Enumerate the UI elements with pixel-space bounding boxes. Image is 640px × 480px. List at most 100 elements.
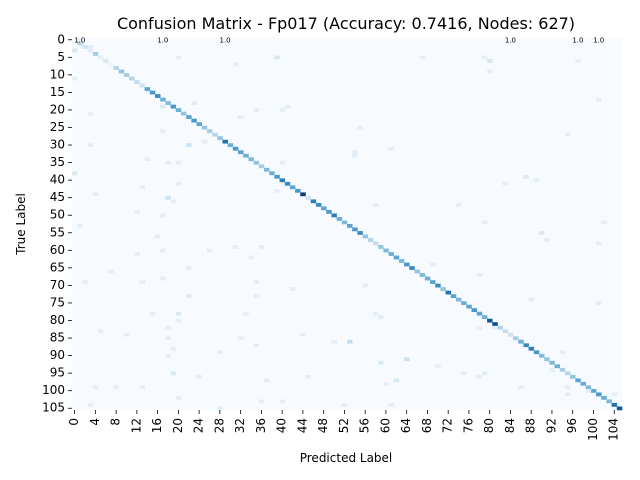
cell-41-20 <box>175 181 182 186</box>
cell-73-22 <box>186 294 192 298</box>
diagonal-cell-60 <box>383 248 389 253</box>
y-tick-label-0: 0 <box>57 32 65 46</box>
x-tick-label-88: 88 <box>524 418 538 433</box>
diagonal-cell-94 <box>559 367 566 372</box>
x-tick-label-56: 56 <box>358 418 372 433</box>
cell-data-labels: 1.0 1.0 1.0 1.0 1.0 1.0 <box>74 36 604 44</box>
cell-105-28 <box>217 406 223 411</box>
x-tick-label-80: 80 <box>482 418 496 433</box>
diagonal-cell-5 <box>97 55 104 60</box>
cell-88-19 <box>170 346 177 351</box>
x-tick-label-52: 52 <box>337 418 351 433</box>
cell-20-40 <box>279 108 286 112</box>
cell-85-32 <box>238 336 244 341</box>
y-tick-label-100: 100 <box>42 383 65 397</box>
diagonal-cell-6 <box>103 59 109 63</box>
cell-68-17 <box>160 276 166 281</box>
x-tick-label-40: 40 <box>275 418 289 433</box>
diagonal-cell-45 <box>305 195 311 200</box>
diagonal-cell-75 <box>461 301 467 306</box>
x-tick-label-92: 92 <box>544 418 558 433</box>
y-tick-label-25: 25 <box>50 120 65 134</box>
cell-26-17 <box>160 129 166 134</box>
cell-52-79 <box>481 220 488 225</box>
y-tick-label-10: 10 <box>50 67 65 81</box>
cell-73-35 <box>253 294 260 298</box>
diagonal-cell-92 <box>549 360 555 365</box>
diagonal-cell-59 <box>378 245 384 249</box>
cell-22-32 <box>238 115 244 120</box>
cell-30-3 <box>87 143 94 148</box>
cell-60-17 <box>160 248 166 253</box>
cell-50-17 <box>160 213 166 218</box>
diagonal-cell-89 <box>533 350 540 355</box>
diagonal-cell-27 <box>212 132 218 137</box>
cell-69-2 <box>82 280 88 284</box>
diagonal-cell-67 <box>419 273 426 277</box>
cell-103-40 <box>279 399 286 404</box>
x-tick-label-12: 12 <box>129 418 143 433</box>
cell-70-56 <box>362 283 369 288</box>
cell-91-64 <box>404 357 410 362</box>
cell-58-101 <box>596 241 602 246</box>
diagonal-cell-32 <box>238 150 244 155</box>
cell-99-95 <box>564 385 571 390</box>
heatmap-grid <box>72 38 623 411</box>
diagonal-cell-64 <box>404 262 410 267</box>
diagonal-cell-87 <box>523 343 529 348</box>
diagonal-cell-16 <box>155 94 161 98</box>
diagonal-cell-7 <box>108 62 114 67</box>
cell-40-89 <box>533 178 540 183</box>
chart-title: Confusion Matrix - Fp017 (Accuracy: 0.74… <box>117 14 575 33</box>
x-tick-label-64: 64 <box>399 418 413 433</box>
cell-95-75 <box>461 371 467 376</box>
diagonal-cell-79 <box>481 315 488 320</box>
cell-78-33 <box>243 311 249 316</box>
cell-97-62 <box>393 378 400 383</box>
diagonal-cell-12 <box>134 80 140 84</box>
x-tick-label-68: 68 <box>420 418 434 433</box>
cell-96-78 <box>476 374 483 379</box>
diagonal-cell-25 <box>201 125 208 130</box>
diagonal-cell-13 <box>139 83 145 88</box>
cell-46-19 <box>170 199 177 204</box>
cell-85-18 <box>165 336 171 341</box>
cell-103-36 <box>258 399 265 404</box>
x-tick-label-48: 48 <box>316 418 330 433</box>
diagonal-cell-48 <box>321 206 327 211</box>
diagonal-cell-76 <box>466 304 472 309</box>
cell-100-99 <box>585 388 592 393</box>
diagonal-cell-35 <box>253 160 260 165</box>
diagonal-cell-99 <box>585 385 592 390</box>
diagonal-cell-14 <box>144 87 151 91</box>
diagonal-cell-55 <box>357 231 363 235</box>
x-tick-label-24: 24 <box>192 418 206 433</box>
y-tick-label-75: 75 <box>50 295 65 309</box>
diagonal-cell-96 <box>570 374 576 379</box>
diagonal-cell-80 <box>487 318 493 323</box>
cell-101-95 <box>564 392 571 397</box>
y-tick-label-90: 90 <box>50 348 65 362</box>
diagonal-cell-30 <box>227 143 234 148</box>
cell-96-24 <box>196 374 203 379</box>
diagonal-cell-46 <box>310 199 317 204</box>
cell-17-101 <box>596 97 602 102</box>
diagonal-cell-57 <box>367 238 374 242</box>
cell-78-58 <box>372 311 379 316</box>
diagonal-cell-103 <box>606 399 612 404</box>
cell-82-18 <box>165 325 171 330</box>
cell-5-67 <box>419 55 426 60</box>
y-tick-label-35: 35 <box>50 155 65 169</box>
diagonal-cell-65 <box>409 266 415 270</box>
cell-99-13 <box>139 385 145 390</box>
cell-42-13 <box>139 185 145 190</box>
x-tick-label-96: 96 <box>565 418 579 433</box>
diagonal-cell-104 <box>611 402 618 407</box>
diagonal-cell-34 <box>248 157 254 162</box>
diagonal-cell-61 <box>388 252 394 256</box>
diagonal-cell-24 <box>196 122 203 127</box>
cell-34-14 <box>144 157 151 162</box>
diagonal-cell-86 <box>518 339 524 344</box>
cell-11-0 <box>72 76 78 81</box>
y-tick-label-70: 70 <box>50 278 65 292</box>
